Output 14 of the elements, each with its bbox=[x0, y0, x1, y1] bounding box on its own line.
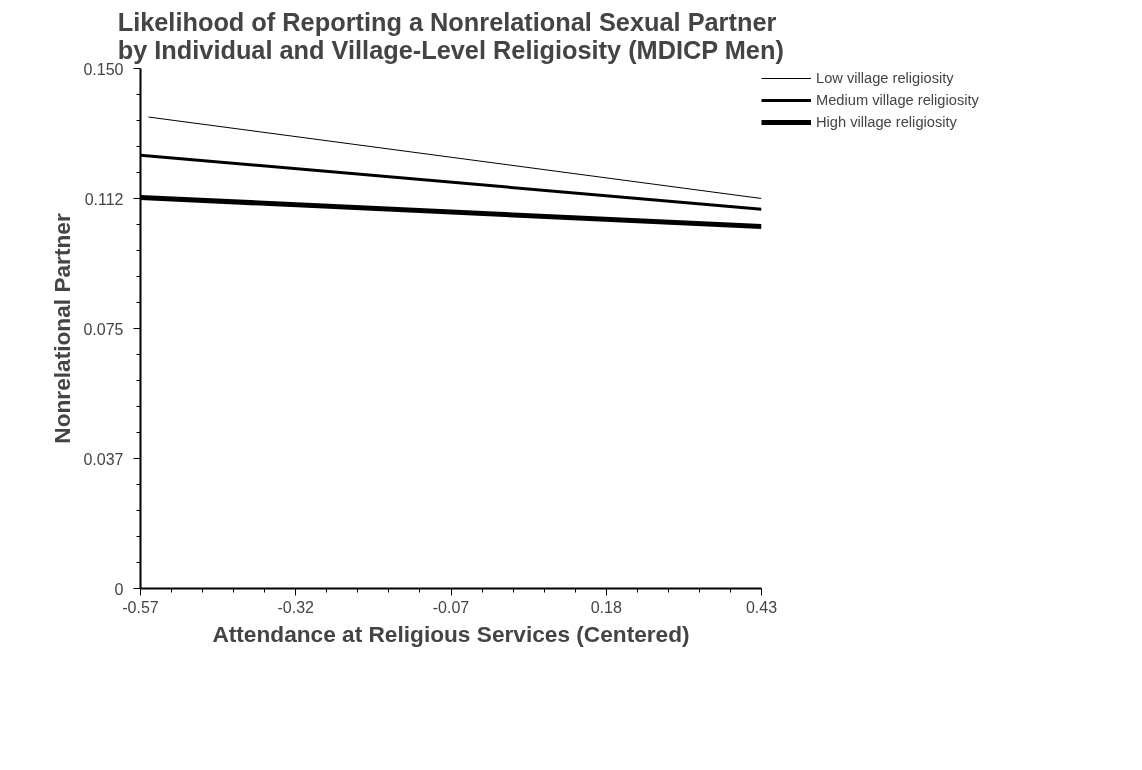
x-axis-title: Attendance at Religious Services (Centered) bbox=[212, 620, 690, 647]
y-axis-title: Nonrelational Partner bbox=[49, 213, 76, 444]
x-tick-label: -0.32 bbox=[277, 598, 315, 616]
y-tick-label: 0.075 bbox=[83, 320, 124, 338]
legend-label: High village religiosity bbox=[816, 114, 957, 130]
legend-label: Low village religiosity bbox=[816, 70, 954, 86]
legend-label: Medium village religiosity bbox=[816, 92, 979, 108]
y-tick-label: 0.037 bbox=[83, 450, 124, 468]
x-tick-label: 0.18 bbox=[590, 598, 622, 616]
y-tick-label: 0 bbox=[114, 580, 124, 598]
x-tick-label: -0.57 bbox=[122, 598, 159, 616]
x-tick-label: -0.07 bbox=[432, 598, 470, 616]
x-tick-label: 0.43 bbox=[745, 598, 778, 616]
y-tick-label: 0.112 bbox=[84, 190, 124, 208]
